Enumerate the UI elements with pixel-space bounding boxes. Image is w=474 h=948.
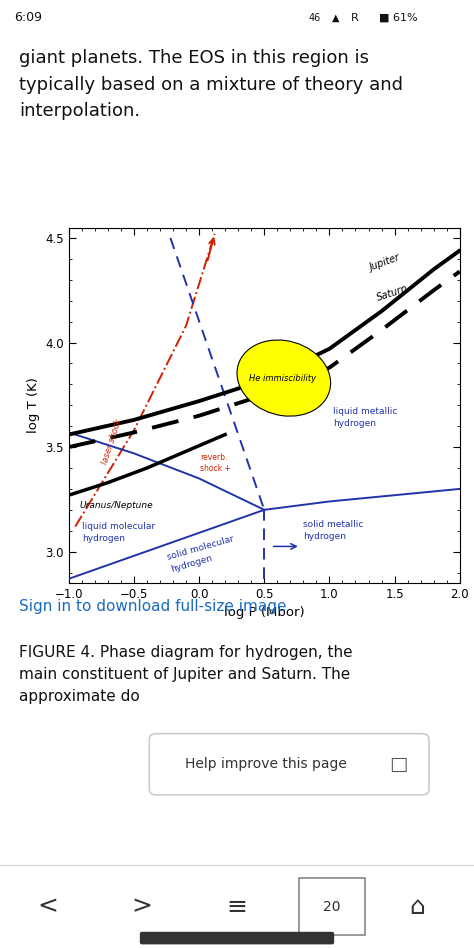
- X-axis label: log P (Mbor): log P (Mbor): [224, 607, 305, 619]
- Text: laser shock: laser shock: [100, 418, 123, 465]
- Text: Jupiter: Jupiter: [368, 253, 402, 273]
- FancyBboxPatch shape: [149, 734, 429, 794]
- Text: 46: 46: [308, 12, 320, 23]
- Text: Saturn: Saturn: [375, 283, 409, 302]
- Text: ≡: ≡: [227, 895, 247, 919]
- FancyBboxPatch shape: [140, 932, 334, 944]
- Text: giant planets. The EOS in this region is
typically based on a mixture of theory : giant planets. The EOS in this region is…: [19, 49, 403, 120]
- Text: solid molecular
hydrogen: solid molecular hydrogen: [166, 535, 239, 574]
- Text: □: □: [389, 755, 407, 774]
- Text: 20: 20: [323, 900, 340, 914]
- Text: Help improve this page: Help improve this page: [185, 757, 347, 772]
- Text: ■ 61%: ■ 61%: [379, 12, 418, 23]
- Text: <: <: [37, 895, 58, 919]
- Text: shock +: shock +: [201, 465, 231, 473]
- FancyBboxPatch shape: [299, 878, 365, 936]
- Text: liquid metallic
hydrogen: liquid metallic hydrogen: [333, 408, 398, 428]
- Text: Uranus/Neptune: Uranus/Neptune: [79, 501, 153, 510]
- Y-axis label: log T (K): log T (K): [27, 377, 40, 433]
- Text: liquid molecular
hydrogen: liquid molecular hydrogen: [82, 522, 155, 543]
- Text: ▲: ▲: [332, 12, 339, 23]
- Ellipse shape: [237, 340, 330, 416]
- Text: R: R: [351, 12, 358, 23]
- Text: >: >: [132, 895, 153, 919]
- Text: ⌂: ⌂: [409, 895, 425, 919]
- Text: reverb.: reverb.: [201, 452, 228, 462]
- Text: Sign in to download full-size image: Sign in to download full-size image: [19, 598, 286, 613]
- Text: solid metallic
hydrogen: solid metallic hydrogen: [303, 520, 364, 541]
- Text: He immiscibility: He immiscibility: [248, 374, 316, 383]
- Text: FIGURE 4. Phase diagram for hydrogen, the
main constituent of Jupiter and Saturn: FIGURE 4. Phase diagram for hydrogen, th…: [19, 646, 353, 703]
- Text: 6:09: 6:09: [14, 11, 42, 24]
